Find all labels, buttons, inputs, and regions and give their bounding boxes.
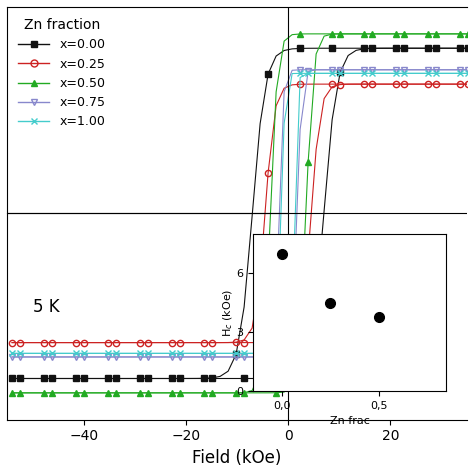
Text: 5 K: 5 K <box>33 298 59 316</box>
Legend: x=0.00, x=0.25, x=0.50, x=0.75, x=1.00: x=0.00, x=0.25, x=0.50, x=0.75, x=1.00 <box>13 13 110 134</box>
X-axis label: Field (kOe): Field (kOe) <box>192 449 282 467</box>
